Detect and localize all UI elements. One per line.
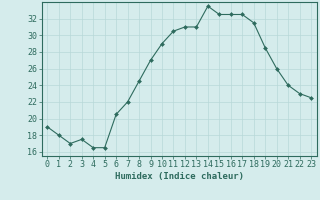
- X-axis label: Humidex (Indice chaleur): Humidex (Indice chaleur): [115, 172, 244, 181]
